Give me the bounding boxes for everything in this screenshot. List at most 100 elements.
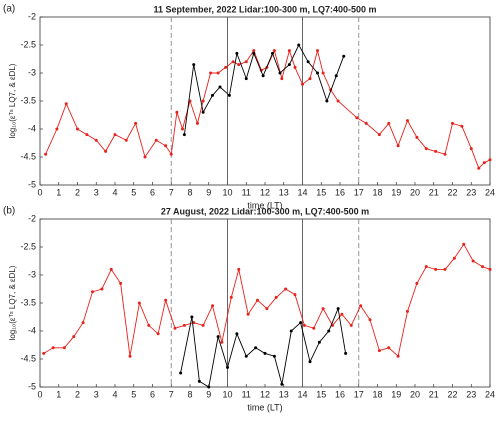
x-axis-label: time (LT): [247, 402, 282, 412]
data-point: [488, 267, 492, 271]
x-tick-label: 23: [466, 389, 476, 399]
data-point: [336, 307, 340, 311]
data-point: [462, 242, 466, 246]
data-point: [261, 74, 265, 78]
data-point: [299, 321, 303, 325]
data-point: [224, 65, 228, 69]
x-tick-label: 14: [297, 187, 307, 197]
x-tick-label: 4: [112, 187, 117, 197]
x-tick-label: 10: [222, 187, 232, 197]
data-point: [377, 349, 381, 353]
data-point: [235, 332, 239, 336]
x-tick-label: 2: [75, 187, 80, 197]
y-tick-label: -2.5: [20, 39, 36, 49]
data-point: [181, 127, 184, 131]
data-point: [94, 138, 98, 142]
x-tick-label: 13: [279, 187, 289, 197]
x-tick-label: 24: [485, 187, 495, 197]
x-tick-label: 24: [485, 389, 495, 399]
data-point: [316, 49, 319, 53]
data-point: [265, 307, 269, 311]
x-tick-label: 9: [206, 389, 211, 399]
data-point: [287, 63, 291, 67]
data-point: [387, 121, 391, 125]
data-point: [334, 74, 338, 78]
data-point: [229, 295, 233, 299]
x-tick-label: 5: [131, 389, 136, 399]
data-point: [196, 121, 199, 125]
data-point: [197, 379, 201, 383]
x-tick-label: 15: [316, 187, 326, 197]
panel-label: (b): [3, 206, 15, 217]
data-point: [252, 49, 256, 53]
x-tick-label: 22: [447, 389, 457, 399]
x-tick-label: 3: [94, 187, 99, 197]
data-point: [218, 85, 222, 89]
data-point: [308, 360, 312, 364]
data-point: [216, 335, 220, 339]
data-point: [342, 54, 346, 58]
data-point: [256, 298, 259, 302]
data-point: [91, 290, 94, 294]
data-point: [316, 71, 319, 75]
data-point: [287, 49, 291, 53]
data-point: [246, 312, 250, 316]
data-point: [424, 147, 428, 151]
data-point: [237, 63, 241, 67]
data-point: [164, 298, 168, 302]
data-point: [321, 307, 325, 311]
data-point: [406, 309, 409, 313]
x-tick-label: 20: [410, 187, 420, 197]
x-tick-label: 6: [150, 187, 155, 197]
data-point: [481, 265, 484, 269]
data-point: [469, 147, 473, 151]
x-tick-label: 20: [410, 389, 420, 399]
x-tick-label: 12: [260, 389, 270, 399]
x-tick-label: 21: [429, 187, 439, 197]
data-point: [244, 354, 248, 358]
data-point: [227, 93, 231, 97]
data-point: [42, 351, 46, 355]
data-point: [137, 301, 141, 305]
data-point: [164, 144, 168, 148]
data-point: [406, 119, 409, 123]
data-point: [169, 152, 173, 156]
data-point: [263, 351, 267, 355]
data-point: [482, 161, 486, 165]
y-tick-label: -4: [28, 123, 36, 133]
x-tick-label: 1: [56, 389, 61, 399]
data-point: [55, 127, 59, 131]
data-point: [364, 121, 368, 125]
data-point: [109, 267, 113, 271]
data-point: [173, 326, 177, 330]
data-point: [349, 323, 353, 327]
data-point: [128, 354, 132, 358]
data-point: [355, 116, 359, 120]
data-point: [443, 267, 447, 271]
x-tick-label: 18: [372, 187, 382, 197]
data-point: [209, 71, 213, 75]
data-point: [377, 133, 381, 137]
x-tick-label: 17: [354, 187, 364, 197]
data-point: [396, 354, 400, 358]
x-tick-label: 13: [279, 389, 289, 399]
data-point: [64, 102, 68, 106]
y-tick-label: -2: [28, 11, 36, 21]
plot-area: [39, 16, 491, 186]
data-point: [434, 267, 438, 271]
data-point: [207, 385, 211, 389]
data-point: [119, 281, 123, 285]
data-point: [154, 138, 158, 142]
data-point: [325, 99, 329, 103]
x-axis-label: time (LT): [247, 200, 282, 210]
data-point: [85, 133, 89, 137]
y-axis-label: log₁₀(εᵀˢ LQ7, & εDL): [8, 265, 17, 340]
x-tick-label: 19: [391, 187, 401, 197]
data-point: [424, 265, 428, 269]
y-tick-label: -3.5: [20, 297, 36, 307]
x-tick-label: 0: [37, 187, 42, 197]
x-tick-label: 19: [391, 389, 401, 399]
data-point: [76, 127, 79, 131]
data-point: [244, 60, 248, 64]
data-point: [254, 346, 258, 350]
